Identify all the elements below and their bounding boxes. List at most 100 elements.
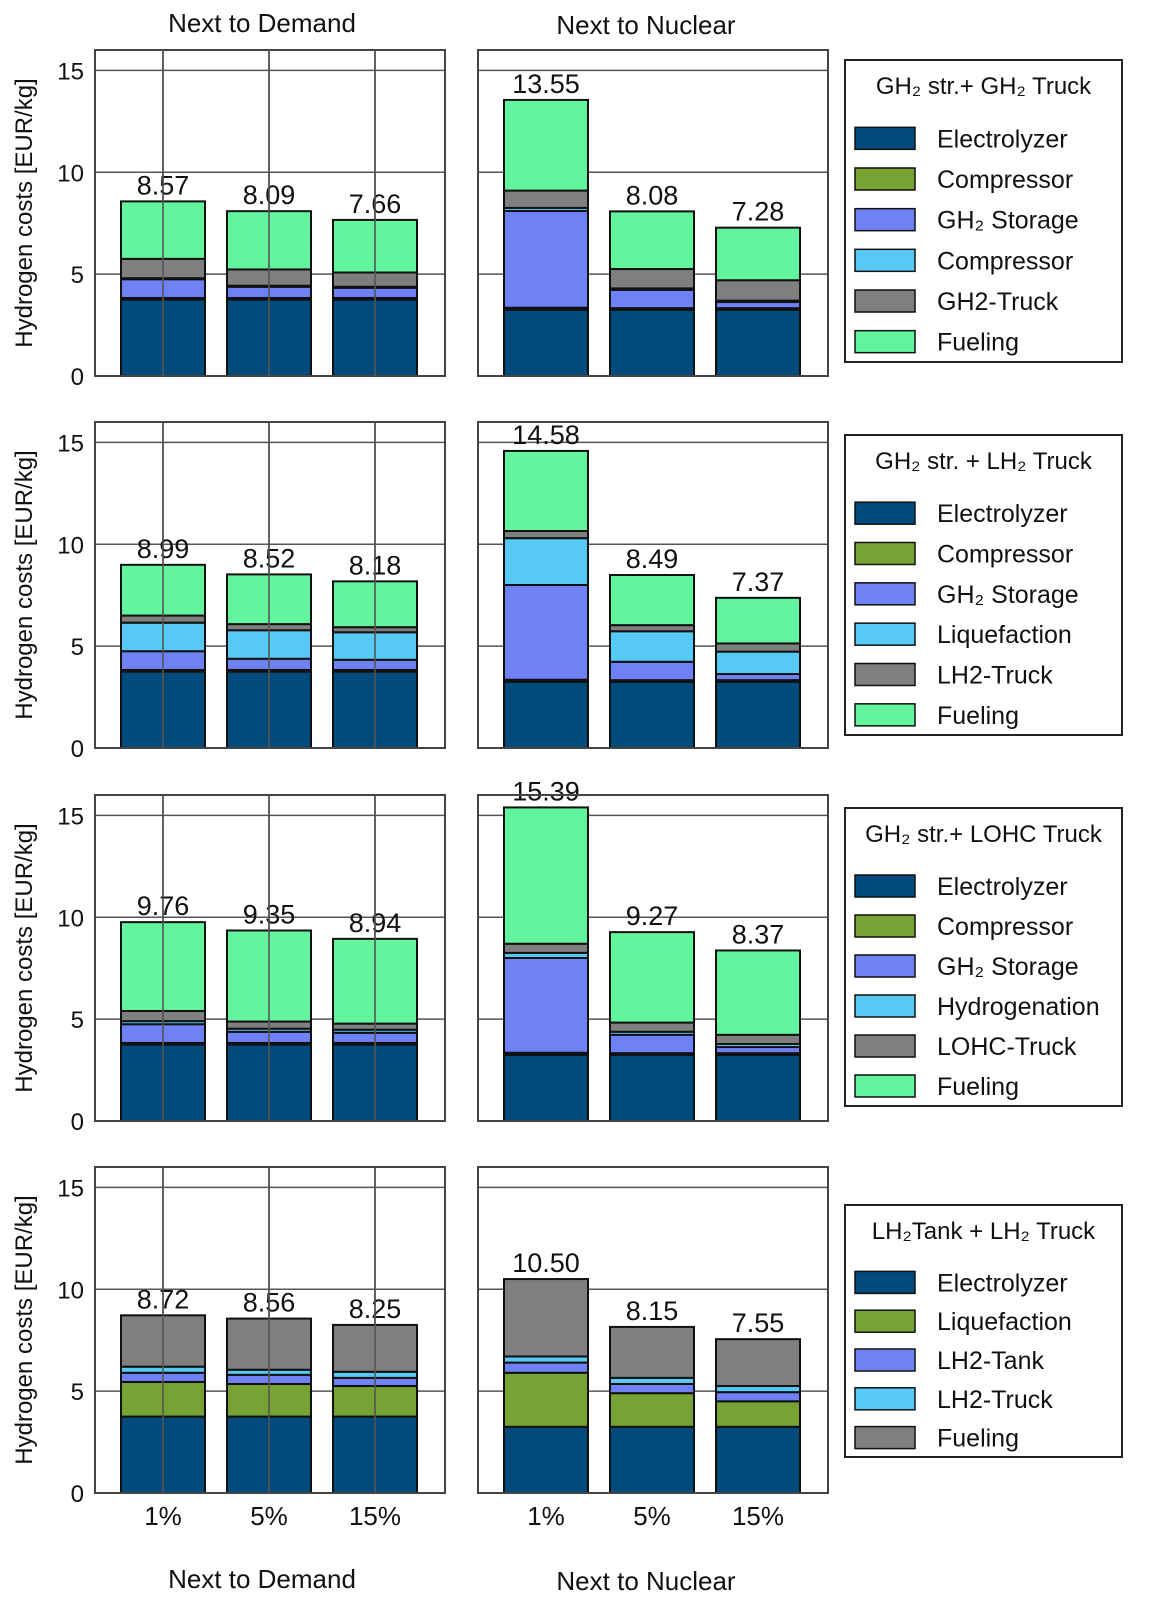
bar-segment-fueling — [503, 98, 589, 192]
chart-row-1: Hydrogen costs [EUR/kg] 8.57 8.09 7.6605101… — [11, 49, 1123, 391]
legend-entry: LH2-Truck — [937, 662, 1053, 690]
column-title-nuclear-bottom: Next to Nuclear — [556, 1566, 736, 1596]
bar-segment-electrolyzer — [503, 308, 589, 377]
bar-segment-lh2-tank — [503, 1361, 589, 1374]
panel-nuclear-row-1: 13.55 8.08 7.28 — [162, 49, 829, 377]
legend-swatch — [854, 662, 916, 687]
y-tick-label: 10 — [57, 160, 84, 187]
legend-row-4: LH₂Tank + LH₂ Truck Electrolyzer Liquefact… — [844, 1204, 1123, 1458]
total-label: 13.55 — [512, 69, 580, 99]
legend-entry: LH2-Truck — [937, 1386, 1053, 1414]
legend-entry: Electrolyzer — [937, 1269, 1068, 1297]
legend-entry: Electrolyzer — [937, 125, 1068, 153]
bar-segment-fueling — [609, 574, 695, 627]
bar-segment-lh2-tank — [609, 1382, 695, 1395]
bar-segment-liquefaction — [715, 1400, 801, 1428]
total-label: 7.55 — [732, 1308, 785, 1338]
legend-title: GH₂ str.+ GH₂ Truck — [876, 73, 1092, 100]
y-axis-label: Hydrogen costs [EUR/kg] — [11, 78, 38, 347]
y-tick-label: 0 — [71, 1109, 84, 1136]
chart-rows: Hydrogen costs [EUR/kg] 8.57 8.09 7.6605101… — [11, 49, 1123, 1531]
legend-swatch — [854, 1309, 916, 1333]
bar-segment-electrolyzer — [715, 1053, 801, 1122]
legend-entry: Liquefaction — [937, 621, 1072, 649]
x-tick-label: 5% — [633, 1501, 671, 1531]
legend-entry: Fueling — [937, 1073, 1019, 1101]
column-title-demand-top: Next to Demand — [168, 8, 356, 38]
legend-entry: Hydrogenation — [937, 993, 1100, 1021]
y-axis-label: Hydrogen costs [EUR/kg] — [11, 450, 38, 719]
bar-segment-electrolyzer — [609, 680, 695, 749]
x-tick-label: 1% — [144, 1501, 182, 1531]
bar-segment-gh-storage — [503, 584, 589, 681]
legend-swatch — [854, 1387, 916, 1411]
y-tick-label: 0 — [71, 364, 84, 391]
legend-swatch — [854, 289, 916, 313]
column-title-nuclear-top: Next to Nuclear — [556, 10, 736, 40]
plot-frame — [94, 421, 446, 749]
total-label: 10.50 — [512, 1248, 580, 1278]
legend-swatch — [854, 329, 916, 354]
bar-segment-fueling — [609, 931, 695, 1024]
legend-swatch — [854, 994, 916, 1018]
bar-segment-liquefaction — [609, 1392, 695, 1428]
legend-swatch — [854, 167, 916, 191]
y-tick-label: 10 — [57, 1277, 84, 1304]
total-label: 8.37 — [732, 919, 785, 949]
bar-segment-fueling — [503, 1278, 589, 1358]
legend-title: GH₂ str.+ LOHC Truck — [865, 821, 1103, 848]
legend-swatch — [854, 248, 916, 273]
legend-entry: Compressor — [937, 913, 1073, 941]
legend-row-2: GH₂ str. + LH₂ Truck Electrolyzer Compress… — [844, 434, 1123, 736]
bar-segment-electrolyzer — [503, 1053, 589, 1122]
plot-frame — [94, 794, 446, 1122]
legend-swatch — [854, 954, 916, 978]
bar-segment-gh-storage — [609, 1033, 695, 1055]
legend-swatch — [854, 1425, 916, 1450]
legend-entry: GH2-Truck — [937, 288, 1059, 316]
bar-segment-lohc-truck — [609, 1021, 695, 1033]
legend-entry: GH₂ Storage — [937, 207, 1079, 235]
legend-entry: Compressor — [937, 166, 1073, 194]
plot-frame — [477, 1166, 829, 1494]
total-label: 7.28 — [732, 197, 785, 227]
bar-segment-electrolyzer — [609, 1053, 695, 1122]
legend-swatch — [854, 1074, 916, 1098]
legend-row-1: GH₂ str.+ GH₂ Truck Electrolyzer Compresso… — [844, 59, 1123, 363]
panel-nuclear-row-3: 15.39 9.27 8.37 — [162, 776, 829, 1122]
legend-row-3: GH₂ str.+ LOHC Truck Electrolyzer Compress… — [844, 807, 1123, 1107]
legend-title: LH₂Tank + LH₂ Truck — [872, 1218, 1096, 1245]
bar-segment-lh2-truck — [715, 642, 801, 653]
legend-swatch — [854, 1034, 916, 1058]
bar-segment-electrolyzer — [715, 308, 801, 377]
bar-segment-lohc-truck — [503, 942, 589, 954]
column-titles-top: Next to Demand Next to Nuclear — [168, 8, 736, 40]
bar-segment-gh-storage — [503, 957, 589, 1054]
bar-segment-gh2-truck — [715, 279, 801, 302]
legend-swatch — [854, 622, 916, 646]
panel-nuclear-row-2: 14.58 8.49 7.37 — [162, 420, 829, 749]
bar-segment-electrolyzer — [609, 1425, 695, 1494]
total-label: 8.15 — [626, 1296, 679, 1326]
bar-segment-liquefaction — [503, 537, 589, 587]
legend-entry: GH₂ Storage — [937, 581, 1079, 609]
bar-segment-liquefaction — [503, 1371, 589, 1428]
y-tick-label: 0 — [71, 1481, 84, 1508]
chart-row-4: Hydrogen costs [EUR/kg] 8.72 8.56 8.2505101… — [11, 1166, 1123, 1531]
y-tick-label: 15 — [57, 430, 84, 457]
total-label: 9.27 — [626, 901, 679, 931]
bar-segment-fueling — [609, 210, 695, 271]
bar-segment-electrolyzer — [503, 680, 589, 749]
legend-entry: LH2-Tank — [937, 1347, 1044, 1375]
bar-segment-lh2-truck — [503, 530, 589, 540]
bar-segment-fueling — [503, 806, 589, 945]
y-tick-label: 10 — [57, 905, 84, 932]
legend-swatch — [854, 914, 916, 938]
plot-frame — [477, 49, 829, 377]
legend-entry: Fueling — [937, 702, 1019, 730]
legend-entry: Compressor — [937, 541, 1073, 569]
bar-segment-electrolyzer — [715, 1425, 801, 1494]
